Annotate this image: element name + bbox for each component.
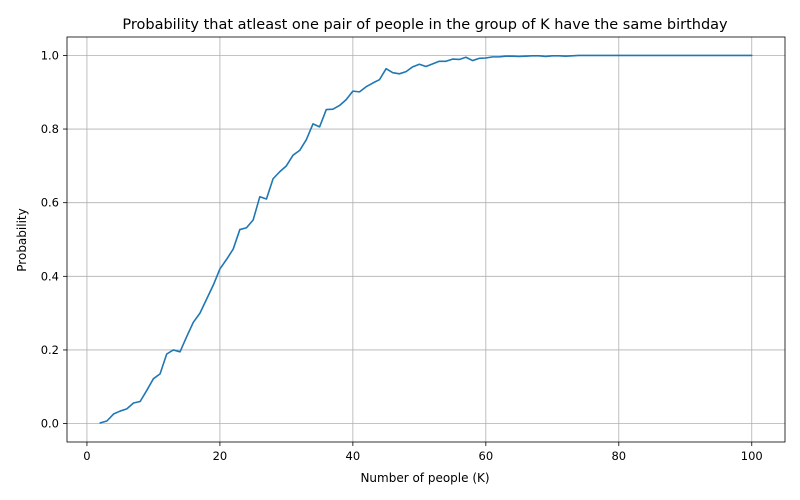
plot-frame-layer [66,36,786,443]
y-tick-label: 0.8 [41,122,59,136]
y-tick-label: 1.0 [41,48,59,62]
x-tick-label: 60 [479,449,494,463]
plot-frame [66,36,786,443]
y-axis-label: Probability [15,208,29,271]
y-tick-label: 0.2 [41,343,59,357]
y-tick-label: 0.0 [41,417,59,431]
axis-ticks: 0 20 40 60 80 100 0.0 0.2 0.4 0.6 0.8 1.0 [41,48,763,463]
y-tick-label: 0.6 [41,196,59,210]
grid-lines [67,37,785,442]
x-tick-label: 0 [83,449,90,463]
chart-title: Probability that atleast one pair of peo… [122,17,728,33]
series-line-0 [99,54,753,424]
series-layer [99,54,753,424]
x-tick-label: 80 [611,449,626,463]
x-axis-label: Number of people (K) [360,471,489,485]
x-tick-label: 20 [213,449,228,463]
x-tick-label: 40 [346,449,361,463]
y-tick-label: 0.4 [41,269,59,283]
x-tick-label: 100 [741,449,763,463]
